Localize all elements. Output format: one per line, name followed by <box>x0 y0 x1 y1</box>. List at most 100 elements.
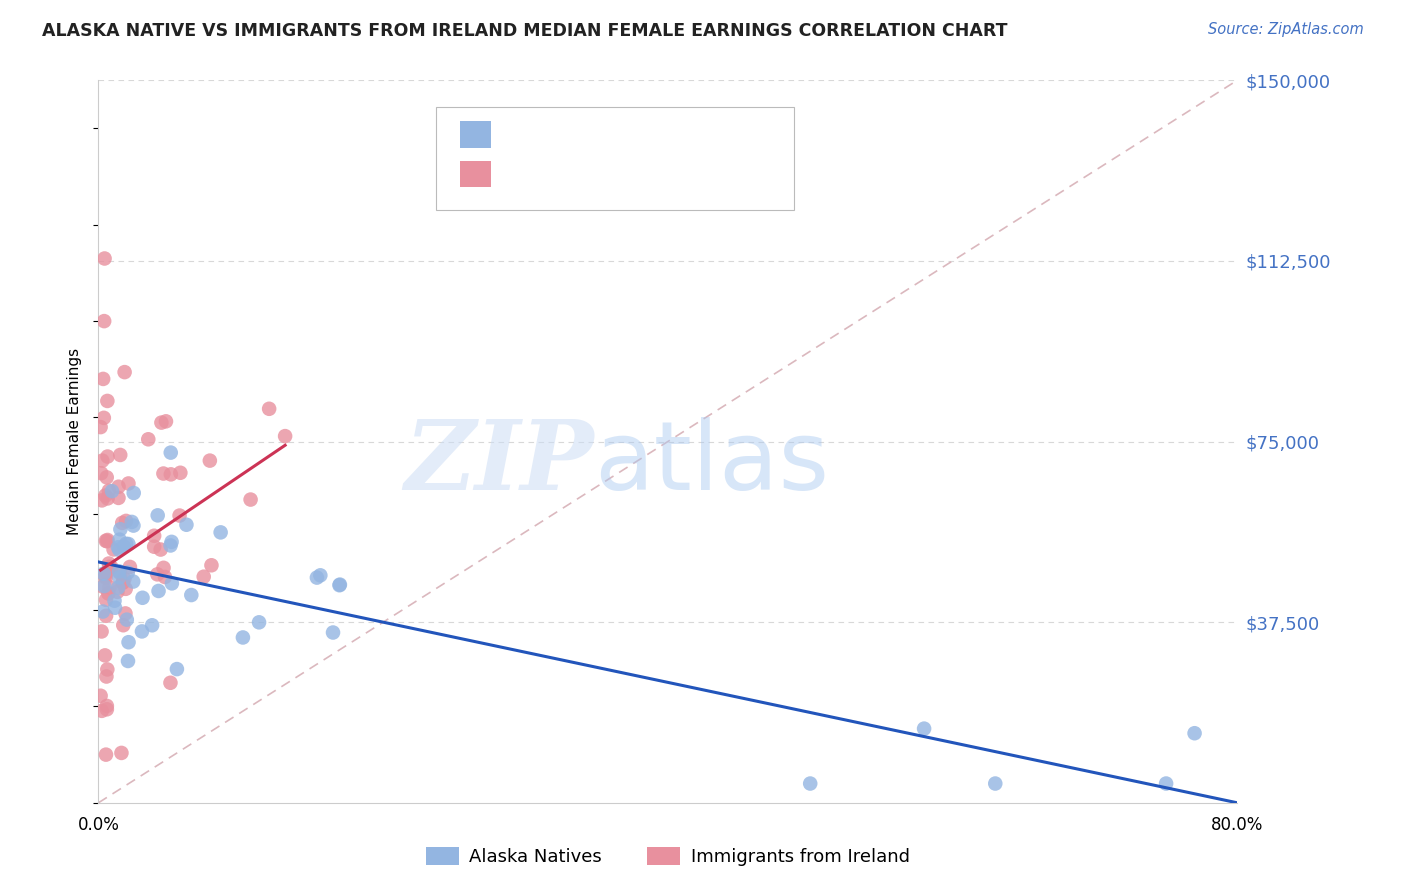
Point <box>93 410 115 425</box>
Point <box>94 489 117 503</box>
Point <box>309 568 332 582</box>
Point <box>159 539 181 553</box>
Point <box>94 571 117 585</box>
Point <box>209 525 232 540</box>
Point <box>108 566 131 580</box>
Text: -0.530: -0.530 <box>547 128 606 145</box>
Point <box>94 747 117 762</box>
Point <box>328 578 350 592</box>
Point <box>107 480 129 494</box>
Point <box>143 529 166 543</box>
Point <box>148 584 170 599</box>
Point <box>180 588 202 602</box>
Point <box>108 533 131 547</box>
Point <box>1184 726 1206 740</box>
Point <box>90 704 112 718</box>
Point <box>91 605 114 619</box>
Point <box>90 467 112 481</box>
Text: R =: R = <box>505 167 546 185</box>
Point <box>169 466 191 480</box>
Point <box>90 689 112 703</box>
Point <box>91 493 114 508</box>
Point <box>193 570 215 584</box>
Point <box>97 557 120 571</box>
Text: N =: N = <box>624 167 661 185</box>
Point <box>112 540 135 554</box>
Point <box>159 675 181 690</box>
Point <box>105 585 128 599</box>
Point <box>146 508 169 523</box>
Point <box>153 570 176 584</box>
Point <box>91 580 114 594</box>
Point <box>117 476 139 491</box>
Point <box>160 467 183 482</box>
Point <box>97 533 120 547</box>
Point <box>96 702 118 716</box>
Point <box>115 537 138 551</box>
Point <box>117 566 139 580</box>
Text: ZIP: ZIP <box>404 417 593 510</box>
Point <box>117 635 139 649</box>
Point <box>274 429 297 443</box>
Point <box>108 570 131 584</box>
Text: 49: 49 <box>666 128 690 145</box>
Point <box>91 453 114 467</box>
Point <box>100 560 122 574</box>
Point <box>118 560 141 574</box>
Point <box>155 414 177 428</box>
Point <box>122 574 145 589</box>
Point <box>232 631 254 645</box>
Point <box>94 592 117 607</box>
Point <box>121 515 143 529</box>
Point <box>112 618 135 632</box>
Y-axis label: Median Female Earnings: Median Female Earnings <box>67 348 83 535</box>
Point <box>141 618 163 632</box>
Point <box>152 467 174 481</box>
Point <box>94 533 117 548</box>
Point <box>115 613 138 627</box>
Point <box>96 566 118 580</box>
Point <box>122 486 145 500</box>
Point <box>143 540 166 554</box>
Point <box>110 746 132 760</box>
Point <box>131 591 153 605</box>
Point <box>1154 776 1177 790</box>
Point <box>103 593 125 607</box>
Point <box>114 607 136 621</box>
Point <box>94 569 117 583</box>
Point <box>114 365 136 379</box>
Point <box>96 698 118 713</box>
Text: atlas: atlas <box>593 417 830 509</box>
Point <box>152 561 174 575</box>
Point <box>98 580 121 594</box>
Point <box>111 516 134 530</box>
Point <box>799 776 821 790</box>
Point <box>96 669 118 683</box>
Point <box>150 416 173 430</box>
Point <box>110 448 132 462</box>
Point <box>912 722 935 736</box>
Point <box>117 537 139 551</box>
Point <box>96 470 118 484</box>
Point <box>94 608 117 623</box>
Point <box>93 314 115 328</box>
Point <box>110 522 132 536</box>
Text: R =: R = <box>505 128 541 145</box>
Point <box>108 565 131 579</box>
Point <box>94 648 117 663</box>
Legend: Alaska Natives, Immigrants from Ireland: Alaska Natives, Immigrants from Ireland <box>419 840 917 873</box>
Point <box>103 542 125 557</box>
Point <box>166 662 188 676</box>
Point <box>91 372 114 386</box>
Point <box>122 518 145 533</box>
Point <box>96 663 118 677</box>
Point <box>329 577 352 591</box>
Point <box>111 575 134 590</box>
Point <box>108 543 131 558</box>
Point <box>107 581 129 595</box>
Point <box>176 517 198 532</box>
Point <box>160 576 183 591</box>
Point <box>107 541 129 555</box>
Point <box>247 615 270 630</box>
Point <box>96 534 118 549</box>
